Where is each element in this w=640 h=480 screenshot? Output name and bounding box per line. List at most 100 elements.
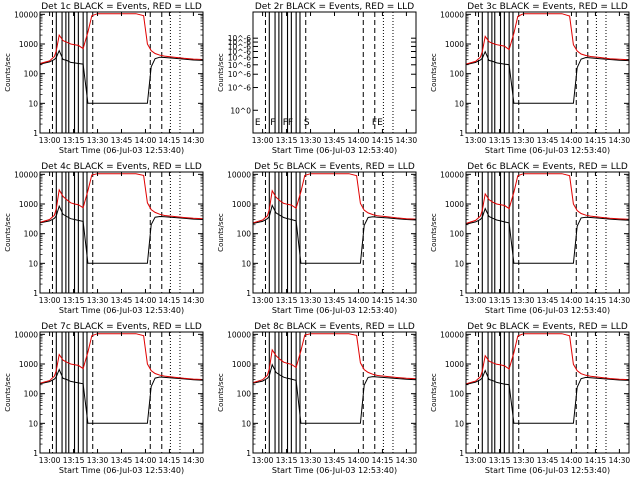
- x-tick-label: 14:30: [396, 136, 418, 145]
- y-tick-label: 100: [237, 390, 252, 399]
- series-lld-line: [252, 173, 417, 224]
- y-tick-label: 10: [454, 259, 464, 268]
- y-tick-label: 1: [459, 289, 464, 298]
- plot-frame: [465, 331, 630, 454]
- y-tick-label: 1: [246, 449, 251, 458]
- flag-label: S: [304, 118, 310, 128]
- series-lld-line: [252, 333, 417, 384]
- series-events-line: [465, 369, 630, 424]
- x-tick-label: 13:00: [252, 456, 274, 465]
- y-tick-label: 10000: [227, 330, 251, 339]
- y-tick-label: 10: [241, 259, 251, 268]
- panel-8: Det 8c BLACK = Events, RED = LLD 13:00 13:…: [217, 322, 417, 475]
- x-tick-label: 14:15: [585, 136, 607, 145]
- x-tick-label: 13:00: [465, 136, 487, 145]
- plot-frame: [39, 11, 204, 134]
- x-tick-label: 14:00: [561, 136, 583, 145]
- x-tick-label: 13:30: [87, 456, 109, 465]
- x-tick-label: 14:30: [396, 296, 418, 305]
- y-tick-label: 10^-6: [228, 70, 252, 79]
- x-tick-label: 14:30: [183, 296, 205, 305]
- panel-7: Det 7c BLACK = Events, RED = LLD 13:00 13:…: [4, 322, 204, 475]
- y-axis-label: Counts/sec: [4, 213, 12, 252]
- y-tick-label: 100: [237, 230, 252, 239]
- x-axis-label: Start Time (06-Jul-03 12:53:40): [485, 146, 610, 155]
- panel-9: Det 9c BLACK = Events, RED = LLD 13:00 13:…: [430, 322, 630, 475]
- x-axis-label: Start Time (06-Jul-03 12:53:40): [59, 466, 184, 475]
- y-tick-label: 10^-6: [228, 47, 252, 56]
- plot-frame: [39, 171, 204, 294]
- x-axis-label: Start Time (06-Jul-03 12:53:40): [272, 146, 397, 155]
- y-tick-label: 10000: [14, 10, 38, 19]
- x-tick-label: 13:15: [63, 296, 85, 305]
- panel-title: Det 1c BLACK = Events, RED = LLD: [41, 2, 202, 12]
- plot-frame: [39, 331, 204, 454]
- panel-title: Det 9c BLACK = Events, RED = LLD: [467, 322, 628, 332]
- series-lld-line: [465, 173, 630, 224]
- y-tick-label: 10^-6: [228, 84, 252, 93]
- x-axis-label: Start Time (06-Jul-03 12:53:40): [59, 146, 184, 155]
- y-tick-label: 1: [459, 129, 464, 138]
- x-tick-label: 14:15: [159, 136, 181, 145]
- y-tick-label: 1000: [445, 40, 464, 49]
- x-tick-label: 13:45: [324, 136, 346, 145]
- y-tick-label: 1000: [19, 360, 38, 369]
- y-tick-label: 10000: [14, 170, 38, 179]
- plot-frame: [465, 11, 630, 134]
- x-tick-label: 13:15: [489, 296, 511, 305]
- x-tick-label: 13:30: [300, 456, 322, 465]
- x-tick-label: 13:30: [513, 456, 535, 465]
- y-tick-label: 100: [24, 230, 39, 239]
- y-tick-label: 1: [33, 129, 38, 138]
- panel-title: Det 6c BLACK = Events, RED = LLD: [467, 162, 628, 172]
- x-tick-label: 13:00: [39, 456, 61, 465]
- x-tick-label: 13:00: [39, 296, 61, 305]
- x-tick-label: 13:15: [489, 136, 511, 145]
- y-tick-label: 1: [459, 449, 464, 458]
- flag-label: E: [255, 118, 261, 128]
- series-events-line: [39, 204, 204, 264]
- x-axis-label: Start Time (06-Jul-03 12:53:40): [272, 306, 397, 315]
- series-events-line: [39, 368, 204, 424]
- x-tick-label: 13:45: [537, 136, 559, 145]
- x-tick-label: 13:45: [111, 296, 133, 305]
- x-tick-label: 14:15: [159, 456, 181, 465]
- x-tick-label: 14:00: [561, 456, 583, 465]
- flag-label: F: [270, 118, 275, 128]
- y-tick-label: 10000: [440, 10, 464, 19]
- series-events-line: [465, 50, 630, 104]
- x-tick-label: 14:15: [372, 136, 394, 145]
- x-tick-label: 13:15: [276, 136, 298, 145]
- plot-frame: [252, 11, 417, 134]
- y-tick-label: 10: [454, 99, 464, 108]
- panel-title: Det 7c BLACK = Events, RED = LLD: [41, 322, 202, 332]
- x-tick-label: 13:45: [111, 456, 133, 465]
- x-tick-label: 13:30: [87, 136, 109, 145]
- y-axis-label: Counts/sec: [217, 373, 225, 412]
- x-tick-label: 14:00: [348, 136, 370, 145]
- y-tick-label: 10000: [440, 330, 464, 339]
- x-tick-label: 14:15: [159, 296, 181, 305]
- panel-title: Det 8c BLACK = Events, RED = LLD: [254, 322, 415, 332]
- x-tick-label: 14:30: [396, 456, 418, 465]
- y-tick-label: 10000: [440, 170, 464, 179]
- y-axis-label: Counts/sec: [4, 373, 12, 412]
- y-tick-label: 10^0: [230, 106, 251, 115]
- x-tick-label: 13:00: [465, 456, 487, 465]
- y-axis-label: Counts/sec: [430, 53, 438, 92]
- plot-frame: [252, 171, 417, 294]
- x-tick-label: 14:30: [609, 456, 631, 465]
- x-tick-label: 14:00: [348, 296, 370, 305]
- series-events-line: [252, 363, 417, 424]
- x-tick-label: 14:00: [561, 296, 583, 305]
- x-tick-label: 13:15: [276, 296, 298, 305]
- y-tick-label: 1000: [19, 40, 38, 49]
- y-tick-label: 10: [241, 419, 251, 428]
- y-tick-label: 1000: [232, 200, 251, 209]
- x-tick-label: 14:15: [585, 296, 607, 305]
